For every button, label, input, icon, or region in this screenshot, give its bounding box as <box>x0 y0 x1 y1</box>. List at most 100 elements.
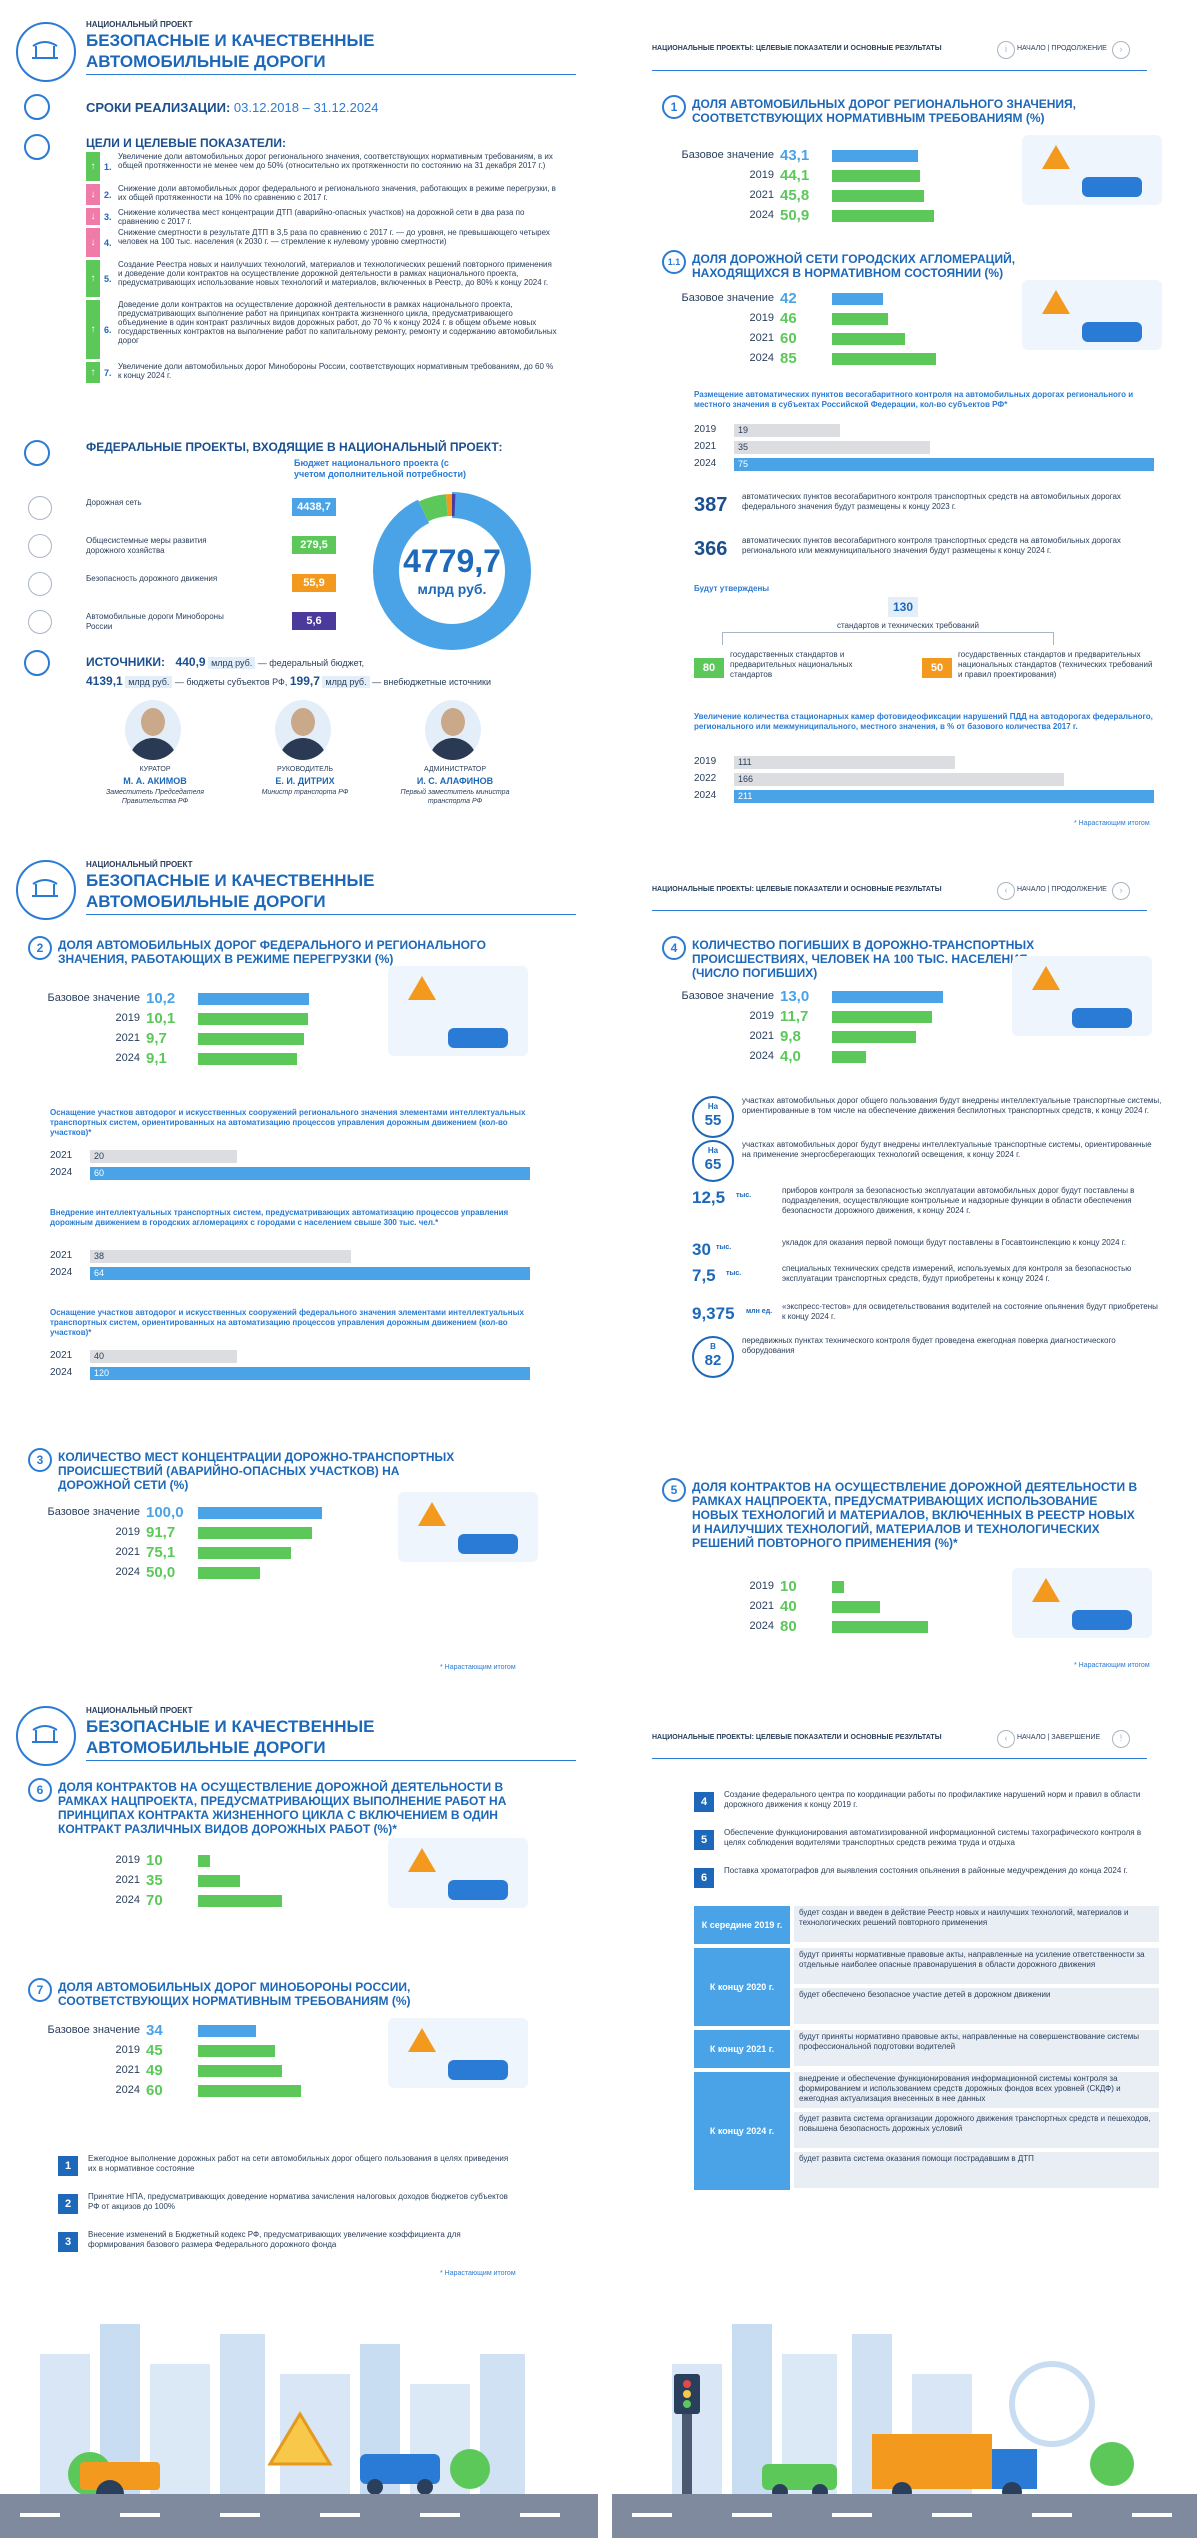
year-bar-row: 2024 60 <box>50 1167 530 1182</box>
page2-right: НАЦИОНАЛЬНЫЕ ПРОЕКТЫ: ЦЕЛЕВЫЕ ПОКАЗАТЕЛИ… <box>612 848 1197 1694</box>
header-title-line1: БЕЗОПАСНЫЕ И КАЧЕСТВЕННЫЕ <box>86 1717 375 1736</box>
year-label: 2024 <box>50 1367 73 1378</box>
person-position: Заместитель Председателя Правительства Р… <box>106 789 204 805</box>
indicator-bar <box>832 1621 928 1633</box>
section-5: 5 ДОЛЯ КОНТРАКТОВ НА ОСУЩЕСТВЛЕНИЕ ДОРОЖН… <box>662 1478 1162 1678</box>
header-title: БЕЗОПАСНЫЕ И КАЧЕСТВЕННЫЕ АВТОМОБИЛЬНЫЕ … <box>86 30 375 72</box>
indicator-row: 2019 91,7 <box>28 1524 528 1542</box>
weigh-b1-text: автоматических пунктов весогабаритного к… <box>742 492 1121 511</box>
section-illustration <box>388 2018 528 2088</box>
section-title: ДОЛЯ АВТОМОБИЛЬНЫХ ДОРОГ МИНОБОРОНЫ РОСС… <box>58 1980 411 2008</box>
indicator-bar <box>198 2085 301 2097</box>
indicator-label: 2019 <box>115 1526 140 1538</box>
year-bar: 20 <box>90 1150 237 1163</box>
indicator-value: 44,1 <box>780 167 810 184</box>
year-bar: 35 <box>734 441 930 454</box>
indicator-label: 2021 <box>749 1600 774 1612</box>
section-4: 4 КОЛИЧЕСТВО ПОГИБШИХ В ДОРОЖНО-ТРАНСПОРТ… <box>662 936 1162 1116</box>
src1-text: — федеральный бюджет, <box>257 658 364 668</box>
section-title: ДОЛЯ КОНТРАКТОВ НА ОСУЩЕСТВЛЕНИЕ ДОРОЖНО… <box>58 1780 507 1836</box>
year-label: 2021 <box>50 1350 73 1361</box>
year-bar-row: 2021 38 <box>50 1250 530 1265</box>
indicator-row: 2019 44,1 <box>662 167 1162 185</box>
next-page-button[interactable]: › <box>1112 41 1130 59</box>
nav-begin-continue[interactable]: НАЧАЛО | ПРОДОЛЖЕНИЕ <box>1017 45 1107 52</box>
next-page-button-2[interactable]: › <box>1112 882 1130 900</box>
indicator-row: 2021 75,1 <box>28 1544 528 1562</box>
right-nav-title: НАЦИОНАЛЬНЫЕ ПРОЕКТЫ: ЦЕЛЕВЫЕ ПОКАЗАТЕЛИ… <box>652 45 942 52</box>
indicator-label: Базовое значение <box>681 149 774 161</box>
indicator-row: 2019 11,7 <box>662 1008 1162 1026</box>
person-card: КУРАТОР М. А. АКИМОВ Заместитель Председат… <box>80 700 230 830</box>
indicator-bar <box>832 1581 844 1593</box>
indicator-row: 2021 40 <box>662 1598 1162 1616</box>
prev-page-button[interactable]: ‹ <box>997 882 1015 900</box>
indicator-value: 49 <box>146 2062 163 2079</box>
avatar <box>125 700 181 760</box>
fed-project-row: Общесистемные меры развития дорожного хо… <box>20 530 350 560</box>
fact-text: приборов контроля за безопасностью экспл… <box>782 1186 1135 1215</box>
task-item: 1 Ежегодное выполнение дорожных работ на … <box>58 2154 528 2188</box>
cams-note: * Нарастающим итогом <box>1074 820 1150 827</box>
end-button[interactable]: ! <box>1112 1730 1130 1748</box>
fact-item: На 55 участках автомобильных дорог общего … <box>692 1096 1172 1138</box>
year-bar-row: 2024 120 <box>50 1367 530 1382</box>
fact-number: 9,375 <box>692 1304 735 1323</box>
year-label: 2019 <box>694 756 717 767</box>
timeline-item: будет развита система оказания помощи по… <box>794 2152 1159 2188</box>
page2-left: НАЦИОНАЛЬНЫЙ ПРОЕКТ БЕЗОПАСНЫЕ И КАЧЕСТВ… <box>0 848 598 1694</box>
section-number: 1.1 <box>662 250 686 274</box>
year-bar-row: 2024 75 <box>694 458 1174 473</box>
avatar-suit <box>129 738 177 760</box>
indicator-bar <box>832 210 934 222</box>
fact-text: участках автомобильных дорог будут внедр… <box>742 1140 1152 1159</box>
indicator-label: 2024 <box>115 1566 140 1578</box>
header-title-line2: АВТОМОБИЛЬНЫЕ ДОРОГИ <box>86 892 326 911</box>
timeline-item: внедрение и обеспечение функционирования… <box>794 2072 1159 2108</box>
year-value: 120 <box>94 1368 110 1378</box>
year-value: 211 <box>738 791 753 801</box>
indicator-value: 9,1 <box>146 1050 167 1067</box>
car-icon <box>458 1534 518 1554</box>
prev-page-button-3[interactable]: ‹ <box>997 1730 1015 1748</box>
fact-unit: тыс. <box>736 1192 752 1199</box>
indicator-row: 2024 4,0 <box>662 1048 1162 1066</box>
indicator-label: 2021 <box>115 1874 140 1886</box>
task-text: Обеспечение функционирования автоматизир… <box>724 1828 1142 1847</box>
year-bar-row: 2021 40 <box>50 1350 530 1365</box>
year-bar: 60 <box>90 1167 530 1180</box>
task-item: 2 Принятие НПА, предусматривающих доведен… <box>58 2192 528 2226</box>
goal-number: 1. <box>104 162 112 172</box>
goal-item: ↓ 2. Снижение доли автомобильных дорог фед… <box>86 184 576 208</box>
period-value: 03.12.2018 – 31.12.2024 <box>233 100 379 115</box>
avatar-suit <box>279 738 327 760</box>
goal-item: ↑ 6. Доведение доли контрактов на осуществ… <box>86 300 576 362</box>
section-1: 1 ДОЛЯ АВТОМОБИЛЬНЫХ ДОРОГ РЕГИОНАЛЬНОГО … <box>662 95 1162 235</box>
header-title-line2: АВТОМОБИЛЬНЫЕ ДОРОГИ <box>86 1738 326 1757</box>
year-bar-row: 2021 20 <box>50 1150 530 1165</box>
cams-title: Увеличение количества стационарных камер… <box>694 712 1153 731</box>
period-label: СРОКИ РЕАЛИЗАЦИИ: <box>86 100 231 115</box>
road-sign-icon <box>418 1502 446 1526</box>
indicator-value: 10,1 <box>146 1010 176 1027</box>
nav-begin-continue-2[interactable]: НАЧАЛО | ПРОДОЛЖЕНИЕ <box>1017 886 1107 893</box>
indicator-bar <box>198 1895 282 1907</box>
fact-unit: тыс. <box>716 1244 732 1251</box>
info-button[interactable]: i <box>997 41 1015 59</box>
road-sign-icon <box>1042 290 1070 314</box>
std-count-box: 130 <box>888 597 918 617</box>
car-icon <box>448 1880 508 1900</box>
car-icon <box>1072 1008 1132 1028</box>
indicator-value: 40 <box>780 1598 797 1615</box>
s2-sub-bars: 2021 20 2024 60 <box>50 1150 530 1190</box>
section-title: ДОЛЯ КОНТРАКТОВ НА ОСУЩЕСТВЛЕНИЕ ДОРОЖНО… <box>692 1480 1138 1550</box>
s3-note: * Нарастающим итогом <box>440 1664 516 1671</box>
fact-prefix: В <box>710 1342 716 1351</box>
header-title-line1: БЕЗОПАСНЫЕ И КАЧЕСТВЕННЫЕ <box>86 871 375 890</box>
header-rule <box>86 74 576 75</box>
fact-number: 30 <box>692 1240 711 1259</box>
s2-sub-title: Внедрение интеллектуальных транспортных … <box>50 1208 509 1227</box>
donut-total: 4779,7 <box>403 543 501 579</box>
nav-begin-end[interactable]: НАЧАЛО | ЗАВЕРШЕНИЕ <box>1017 1734 1101 1741</box>
section-number: 5 <box>662 1478 686 1502</box>
